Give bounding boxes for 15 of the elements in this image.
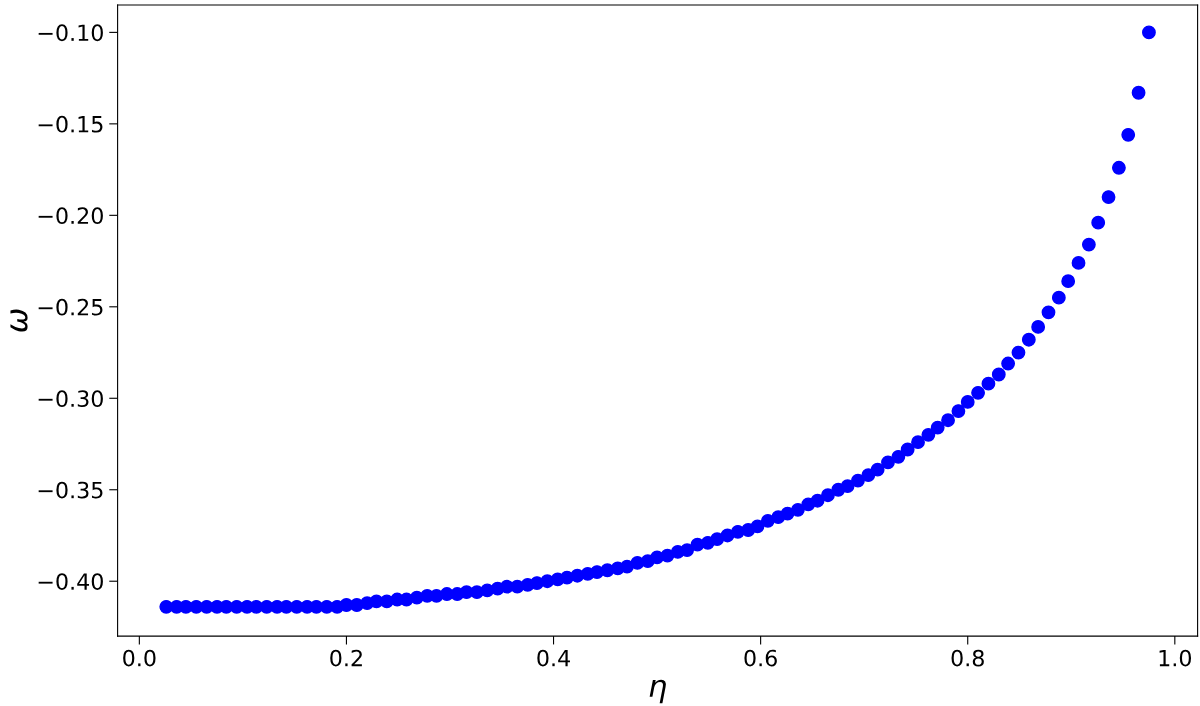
y-tick-label: −0.30 <box>38 390 103 408</box>
y-tick-label: −0.35 <box>38 481 103 499</box>
y-tick-label: −0.10 <box>38 24 103 42</box>
x-axis-title: η <box>649 679 666 704</box>
x-tick-label: 0.0 <box>123 649 156 667</box>
x-tick-label: 0.8 <box>951 649 984 667</box>
x-tick-label: 0.6 <box>744 649 777 667</box>
y-axis-title: ω <box>10 309 28 332</box>
x-tick-label: 0.2 <box>330 649 362 667</box>
x-tick-label: 1.0 <box>1159 649 1192 667</box>
y-tick-label: −0.15 <box>38 115 103 133</box>
x-tick-label: 0.4 <box>537 649 570 667</box>
y-tick-label: −0.40 <box>38 573 103 590</box>
y-tick-label: −0.20 <box>38 207 103 225</box>
y-tick-label: −0.25 <box>38 298 103 316</box>
